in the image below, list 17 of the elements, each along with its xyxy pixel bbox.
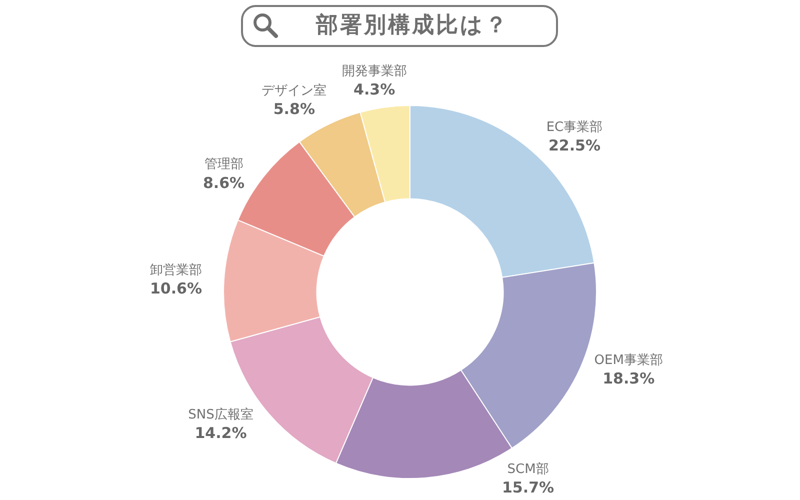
data-label: 14.2%	[194, 424, 247, 442]
data-label: 22.5%	[548, 136, 601, 155]
data-label: 8.6%	[202, 174, 245, 192]
slice-label: 開発事業部	[342, 64, 407, 79]
data-label: 4.3%	[354, 80, 396, 98]
data-label: 10.6%	[150, 280, 202, 298]
chart-title: 部署別構成比は？	[314, 12, 510, 40]
slice-label: OEM事業部	[594, 352, 663, 368]
slice-label: 管理部	[204, 157, 244, 172]
slice-label: SNS広報室	[188, 406, 254, 422]
slice-label: 卸営業部	[150, 263, 202, 278]
data-label: 18.3%	[602, 369, 655, 388]
data-label: 5.8%	[273, 100, 315, 118]
data-label: 15.7%	[502, 478, 554, 496]
slice-label: EC事業部	[546, 120, 603, 136]
slice-label: デザイン室	[262, 82, 327, 98]
slice-label: SCM部	[507, 462, 549, 477]
